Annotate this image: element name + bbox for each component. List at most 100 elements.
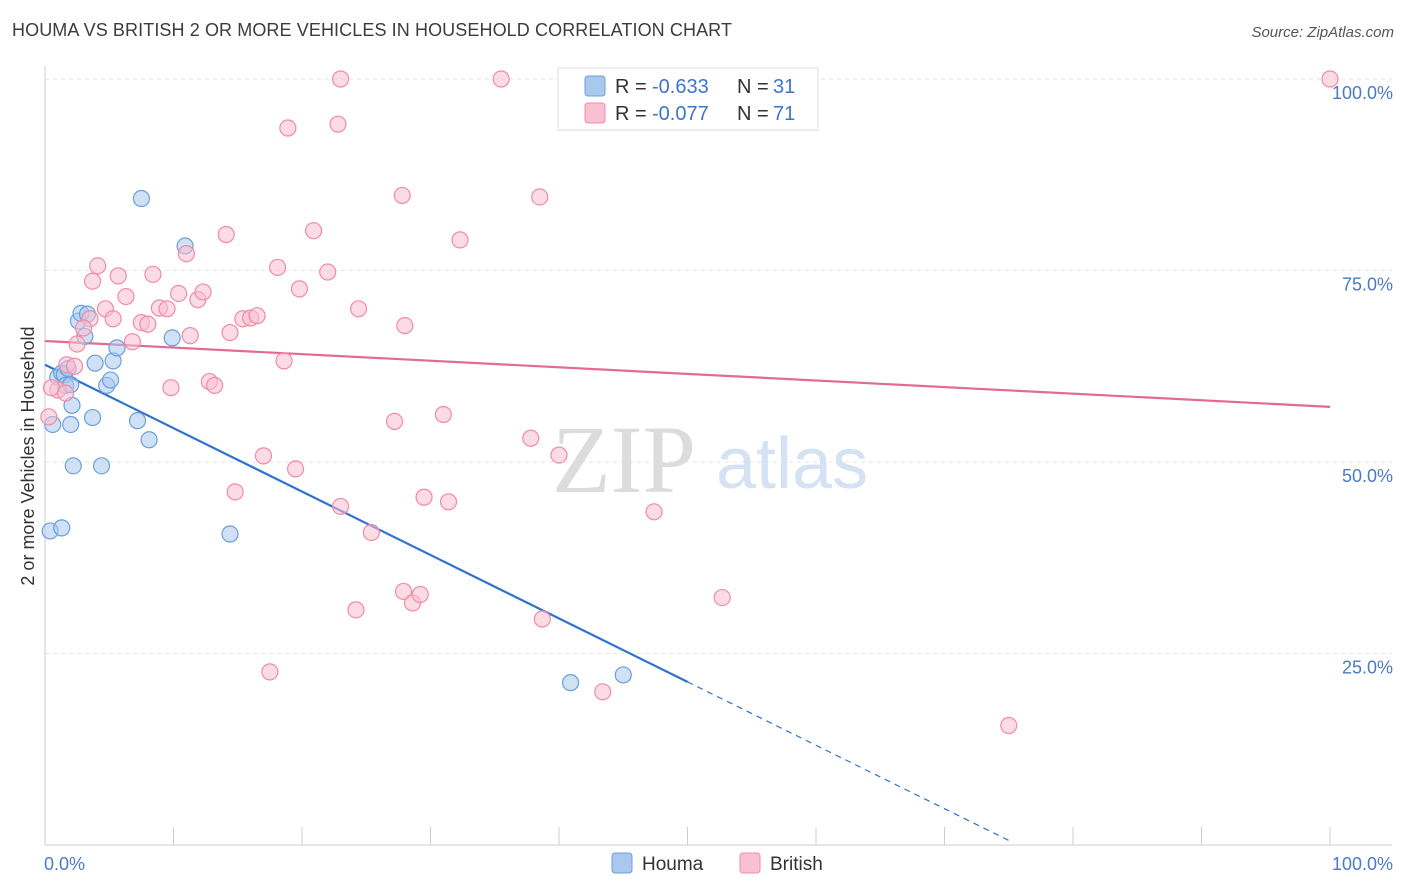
legend-n-label: N = <box>737 76 769 98</box>
trendline-british <box>44 339 1331 408</box>
data-point-british <box>331 497 350 516</box>
data-point-british <box>268 258 287 277</box>
y-tick-label: 25.0% <box>1342 658 1393 678</box>
bottom-legend-swatch-houma <box>611 852 633 874</box>
data-point-british <box>109 267 127 285</box>
data-point-british <box>331 70 350 88</box>
legend-n-label: N = <box>737 103 769 125</box>
data-point-british <box>451 231 469 249</box>
data-point-british <box>40 408 58 426</box>
trendline-extension-houma <box>687 681 1010 841</box>
watermark-atlas: atlas <box>716 424 868 504</box>
bottom-legend: Houma British <box>611 852 823 875</box>
data-point-british <box>394 582 413 601</box>
data-point-british <box>74 319 93 337</box>
series-british <box>40 70 1339 735</box>
legend-r-label: R = <box>615 103 647 125</box>
grid-layer <box>45 78 1392 654</box>
data-point-houma <box>64 457 82 475</box>
legend-r-label: R = <box>615 76 647 98</box>
data-point-british <box>1000 716 1018 735</box>
y-tick-label: 100.0% <box>1332 83 1393 103</box>
data-point-british <box>492 70 510 88</box>
x-tick-label-max: 100.0% <box>1332 854 1393 874</box>
data-point-british <box>286 460 305 478</box>
data-point-british <box>550 446 568 464</box>
data-point-british <box>393 186 411 205</box>
x-tick-label-min: 0.0% <box>44 854 85 874</box>
trendline-houma <box>44 363 688 683</box>
data-point-british <box>396 317 414 335</box>
data-point-british <box>83 272 102 290</box>
legend-swatch-british <box>584 102 606 124</box>
data-point-houma <box>221 525 239 543</box>
watermark: ZIP atlas <box>552 406 868 513</box>
data-point-british <box>226 483 244 501</box>
top-legend: R = -0.633 N = 31 R = -0.077 N = 71 <box>557 67 819 131</box>
data-point-british <box>439 493 458 511</box>
data-point-houma <box>561 674 580 692</box>
data-point-british <box>290 280 309 298</box>
data-point-british <box>645 503 663 521</box>
data-point-british <box>144 265 162 283</box>
data-point-british <box>261 663 279 681</box>
data-point-houma <box>140 431 158 449</box>
data-point-british <box>254 447 273 465</box>
data-point-british <box>139 315 157 333</box>
data-point-houma <box>132 189 150 208</box>
data-point-british <box>158 300 176 318</box>
data-point-houma <box>62 415 80 434</box>
y-axis-title: 2 or more Vehicles in Household <box>18 326 38 585</box>
data-point-british <box>56 384 75 402</box>
watermark-zip: ZIP <box>552 406 696 513</box>
data-point-british <box>217 225 235 244</box>
data-point-british <box>117 287 135 306</box>
data-point-houma <box>128 412 147 430</box>
data-point-british <box>248 307 266 325</box>
data-point-british <box>304 222 323 240</box>
y-tick-label: 50.0% <box>1342 466 1393 486</box>
data-point-houma <box>108 339 126 357</box>
axis-layer: 25.0% 50.0% 75.0% 100.0% 0.0% 100.0% 2 or more… <box>18 66 1393 874</box>
data-point-british <box>533 610 551 628</box>
data-point-british <box>279 119 297 137</box>
data-point-british <box>434 405 452 424</box>
data-point-british <box>411 585 429 604</box>
data-point-british <box>522 429 540 447</box>
points-layer <box>40 70 1339 735</box>
data-point-british <box>221 323 239 342</box>
chart-title: HOUMA VS BRITISH 2 OR MORE VEHICLES IN H… <box>12 20 733 40</box>
bottom-legend-label-houma: Houma <box>642 854 704 875</box>
data-point-houma <box>614 666 632 684</box>
data-point-british <box>68 335 86 353</box>
data-point-houma <box>92 457 111 475</box>
data-point-british <box>275 352 293 370</box>
data-point-houma <box>101 371 120 389</box>
legend-n-value: 31 <box>773 76 795 98</box>
data-point-british <box>594 683 612 701</box>
data-point-houma <box>163 329 181 347</box>
data-point-british <box>162 379 180 397</box>
data-point-british <box>181 327 199 345</box>
bottom-legend-swatch-british <box>739 852 761 874</box>
data-point-houma <box>53 519 71 537</box>
data-point-british <box>89 257 107 275</box>
data-point-houma <box>83 408 102 427</box>
data-point-british <box>319 263 337 281</box>
data-point-british <box>177 245 195 263</box>
data-point-british <box>415 488 433 506</box>
data-point-british <box>1321 70 1339 88</box>
trend-layer <box>44 339 1331 841</box>
data-point-british <box>170 284 188 303</box>
data-point-british <box>104 310 122 328</box>
data-point-british <box>194 283 212 301</box>
y-tick-label: 75.0% <box>1342 275 1393 295</box>
bottom-legend-label-british: British <box>770 854 823 875</box>
chart-source: Source: ZipAtlas.com <box>1251 24 1394 41</box>
data-point-british <box>531 188 549 206</box>
data-point-british <box>385 412 404 431</box>
legend-n-value: 71 <box>773 103 795 125</box>
data-point-british <box>329 115 347 133</box>
